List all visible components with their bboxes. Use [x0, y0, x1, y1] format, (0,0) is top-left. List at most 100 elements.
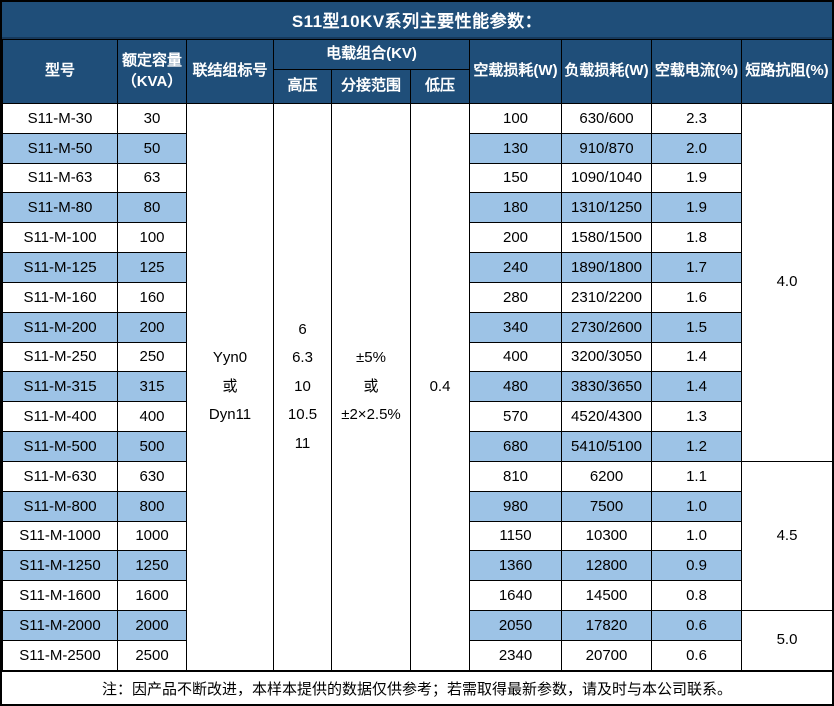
- load-loss-cell: 10300: [561, 520, 652, 552]
- tap-range-cell: ±5% 或 ±2×2.5%: [331, 103, 411, 671]
- table-row: S11-M-1250 1250 1360 12800 0.9: [2, 550, 833, 582]
- model-cell: S11-M-630: [2, 460, 118, 492]
- col-header-no-load-loss: 空载损耗(W): [469, 39, 562, 104]
- col-header-lv: 低压: [410, 69, 470, 104]
- load-loss-cell: 6200: [561, 460, 652, 492]
- col-header-load-loss: 负载损耗(W): [561, 39, 652, 104]
- no-load-current-cell: 2.0: [651, 132, 742, 164]
- lv-voltage-cell: 0.4: [410, 103, 470, 671]
- load-loss-cell: 2310/2200: [561, 281, 652, 313]
- no-load-loss-cell: 180: [469, 192, 562, 224]
- no-load-current-cell: 1.8: [651, 222, 742, 254]
- no-load-loss-cell: 200: [469, 222, 562, 254]
- no-load-current-cell: 1.9: [651, 162, 742, 194]
- model-cell: S11-M-30: [2, 103, 118, 134]
- capacity-cell: 1600: [117, 580, 187, 612]
- capacity-cell: 30: [117, 103, 187, 134]
- capacity-cell: 250: [117, 341, 187, 373]
- capacity-cell: 1000: [117, 520, 187, 552]
- no-load-current-cell: 1.0: [651, 520, 742, 552]
- model-cell: S11-M-400: [2, 401, 118, 433]
- table-row: S11-M-160 160 280 2310/2200 1.6: [2, 281, 833, 313]
- table-row: S11-M-400 400 570 4520/4300 1.3: [2, 401, 833, 433]
- table-row: S11-M-250 250 400 3200/3050 1.4: [2, 341, 833, 373]
- table-row: S11-M-630 630 810 6200 1.1 4.5: [2, 460, 833, 612]
- load-loss-cell: 7500: [561, 490, 652, 522]
- no-load-loss-cell: 980: [469, 490, 562, 522]
- table-row: S11-M-50 50 130 910/870 2.0: [2, 132, 833, 164]
- no-load-current-cell: 2.3: [651, 103, 742, 134]
- capacity-cell: 100: [117, 222, 187, 254]
- capacity-cell: 500: [117, 431, 187, 462]
- no-load-loss-cell: 1360: [469, 550, 562, 582]
- table-row: S11-M-125 125 240 1890/1800 1.7: [2, 252, 833, 283]
- model-cell: S11-M-125: [2, 252, 118, 283]
- capacity-cell: 80: [117, 192, 187, 224]
- model-cell: S11-M-200: [2, 311, 118, 343]
- no-load-current-cell: 1.4: [651, 371, 742, 403]
- load-loss-cell: 17820: [561, 610, 652, 641]
- load-loss-cell: 1310/1250: [561, 192, 652, 224]
- impedance-cell: 5.0: [741, 610, 833, 671]
- table-row: S11-M-800 800 980 7500 1.0: [2, 490, 833, 522]
- model-cell: S11-M-1250: [2, 550, 118, 582]
- capacity-cell: 50: [117, 132, 187, 164]
- load-loss-cell: 2730/2600: [561, 311, 652, 343]
- col-header-no-load-current: 空载电流(%): [651, 39, 742, 104]
- no-load-loss-cell: 2050: [469, 610, 562, 641]
- model-cell: S11-M-1600: [2, 580, 118, 612]
- no-load-loss-cell: 810: [469, 460, 562, 492]
- model-cell: S11-M-500: [2, 431, 118, 462]
- load-loss-cell: 3200/3050: [561, 341, 652, 373]
- load-loss-cell: 1890/1800: [561, 252, 652, 283]
- no-load-current-cell: 1.0: [651, 490, 742, 522]
- no-load-loss-cell: 1150: [469, 520, 562, 552]
- model-cell: S11-M-250: [2, 341, 118, 373]
- load-loss-cell: 12800: [561, 550, 652, 582]
- table-row: S11-M-200 200 340 2730/2600 1.5: [2, 311, 833, 343]
- no-load-current-cell: 1.6: [651, 281, 742, 313]
- no-load-current-cell: 1.1: [651, 460, 742, 492]
- capacity-cell: 1250: [117, 550, 187, 582]
- hv-voltage-cell: 6 6.3 10 10.5 11: [273, 103, 332, 671]
- load-loss-cell: 14500: [561, 580, 652, 612]
- connection-group-cell: Yyn0 或 Dyn11: [186, 103, 274, 671]
- load-loss-cell: 630/600: [561, 103, 652, 134]
- no-load-loss-cell: 100: [469, 103, 562, 134]
- table-row: S11-M-2000 2000 2050 17820 0.6 5.0: [2, 610, 833, 671]
- load-loss-cell: 1090/1040: [561, 162, 652, 194]
- model-cell: S11-M-1000: [2, 520, 118, 552]
- model-cell: S11-M-160: [2, 281, 118, 313]
- table-row: S11-M-30 30 Yyn0 或 Dyn11 6 6.3 10 10.5 11 ±5…: [2, 103, 833, 671]
- col-header-voltage-group: 电载组合(KV): [273, 39, 470, 70]
- impedance-cell: 4.5: [741, 460, 833, 612]
- no-load-loss-cell: 240: [469, 252, 562, 283]
- no-load-current-cell: 0.6: [651, 610, 742, 641]
- page-title: S11型10KV系列主要性能参数：: [2, 2, 832, 39]
- table-header: 型号 额定容量 （KVA） 联结组标号 电载组合(KV) 空载损耗(W) 负载损…: [2, 39, 833, 104]
- no-load-loss-cell: 130: [469, 132, 562, 164]
- capacity-cell: 315: [117, 371, 187, 403]
- model-cell: S11-M-100: [2, 222, 118, 254]
- capacity-cell: 630: [117, 460, 187, 492]
- no-load-current-cell: 1.2: [651, 431, 742, 462]
- model-cell: S11-M-315: [2, 371, 118, 403]
- no-load-current-cell: 0.8: [651, 580, 742, 612]
- table-row: S11-M-100 100 200 1580/1500 1.8: [2, 222, 833, 254]
- table-body: S11-M-30 30 Yyn0 或 Dyn11 6 6.3 10 10.5 11 ±5…: [2, 103, 833, 672]
- no-load-current-cell: 1.7: [651, 252, 742, 283]
- no-load-current-cell: 1.5: [651, 311, 742, 343]
- no-load-current-cell: 0.6: [651, 639, 742, 672]
- capacity-cell: 200: [117, 311, 187, 343]
- capacity-cell: 400: [117, 401, 187, 433]
- model-cell: S11-M-50: [2, 132, 118, 164]
- col-header-model: 型号: [2, 39, 118, 104]
- no-load-loss-cell: 150: [469, 162, 562, 194]
- capacity-cell: 63: [117, 162, 187, 194]
- load-loss-cell: 3830/3650: [561, 371, 652, 403]
- no-load-loss-cell: 1640: [469, 580, 562, 612]
- capacity-cell: 125: [117, 252, 187, 283]
- no-load-current-cell: 0.9: [651, 550, 742, 582]
- no-load-loss-cell: 480: [469, 371, 562, 403]
